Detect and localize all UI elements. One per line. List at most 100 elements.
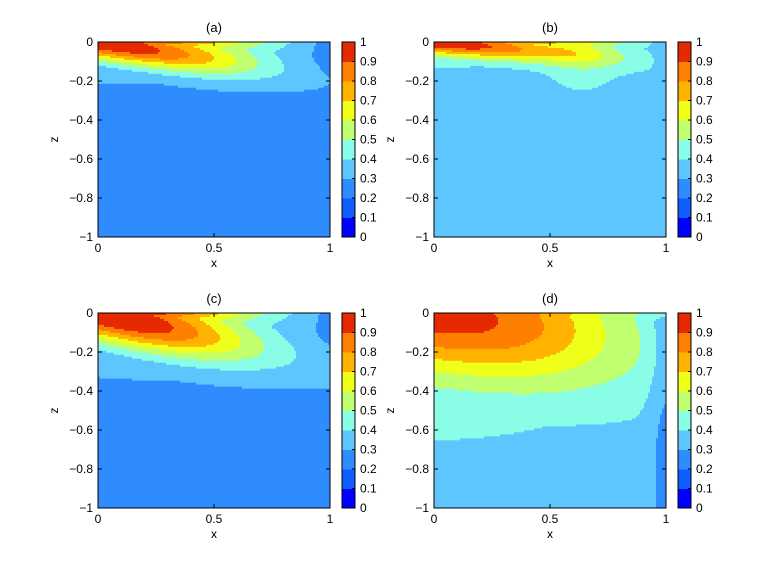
contour-cell [278,61,281,65]
contour-cell [204,53,207,57]
contour-cell [320,77,323,81]
contour-cell [202,107,205,111]
contour-cell [204,85,207,89]
contour-cell [176,49,179,53]
contour-cell [266,59,269,63]
contour-cell [126,55,129,59]
contour-cell [254,95,257,99]
contour-cell [216,109,219,113]
contour-cell [242,67,245,71]
contour-cell [170,109,173,113]
contour-cell [288,61,291,65]
contour-cell [214,42,217,45]
contour-cell [212,63,215,67]
contour-cell [132,65,135,69]
contour-cell [158,97,161,101]
contour-cell [134,89,137,93]
contour-cell [216,45,219,49]
contour-cell [314,81,317,85]
contour-cell [108,57,111,61]
contour-cell [124,93,127,97]
contour-cell [260,43,263,47]
contour-cell [324,91,327,95]
contour-cell [128,43,131,47]
contour-cell [310,91,313,95]
contour-cell [104,91,107,95]
contour-cell [110,99,113,103]
contour-cell [192,79,195,83]
contour-cell [236,81,239,85]
contour-cell [148,42,151,45]
contour-cell [182,69,185,73]
contour-cell [130,81,133,85]
contour-cell [186,75,189,79]
contour-cell [172,75,175,79]
contour-cell [300,49,303,53]
contour-cell [126,67,129,71]
contour-cell [188,105,191,109]
contour-cell [132,53,135,57]
contour-cell [120,71,123,75]
contour-cell [194,55,197,59]
contour-cell [272,101,275,105]
contour-cell [236,71,239,75]
contour-cell [312,105,315,109]
contour-cell [312,63,315,67]
contour-cell [196,95,199,99]
contour-cell [292,53,295,57]
contour-cell [270,47,273,51]
contour-cell [200,67,203,71]
contour-cell [104,83,107,87]
contour-cell [306,91,309,95]
contour-cell [324,105,327,109]
contour-cell [98,71,101,75]
contour-cell [288,71,291,75]
contour-cell [320,101,323,105]
contour-cell [254,107,257,111]
contour-cell [266,71,269,75]
contour-cell [174,51,177,55]
contour-cell [116,49,119,53]
contour-cell [202,97,205,101]
contour-cell [290,57,293,61]
contour-cell [248,101,251,105]
contour-cell [316,101,319,105]
contour-cell [106,79,109,83]
contour-cell [190,73,193,77]
contour-cell [138,95,141,99]
contour-cell [170,55,173,59]
contour-cell [212,99,215,103]
contour-cell [284,101,287,105]
contour-cell [232,63,235,67]
contour-cell [276,77,279,81]
contour-cell [164,55,167,59]
contour-cell [222,95,225,99]
contour-cell [116,79,119,83]
contour-cell [304,67,307,71]
contour-cell [144,103,147,107]
contour-cell [248,79,251,83]
contour-cell [182,55,185,59]
contour-cell [132,79,135,83]
contour-cell [298,53,301,57]
contour-cell [244,59,247,63]
contour-cell [192,47,195,51]
contour-cell [198,95,201,99]
contour-cell [306,43,309,47]
contour-cell [310,71,313,75]
contour-cell [116,59,119,63]
contour-cell [218,65,221,69]
contour-cell [176,83,179,87]
contour-cell [138,85,141,89]
contour-cell [128,53,131,57]
contour-cell [196,105,199,109]
contour-cell [252,103,255,107]
contour-cell [204,47,207,51]
contour-cell [294,85,297,89]
contour-cell [180,103,183,107]
contour-cell [162,99,165,103]
contour-cell [230,59,233,63]
contour-cell [210,69,213,73]
contour-cell [196,103,199,107]
contour-cell [236,57,239,61]
